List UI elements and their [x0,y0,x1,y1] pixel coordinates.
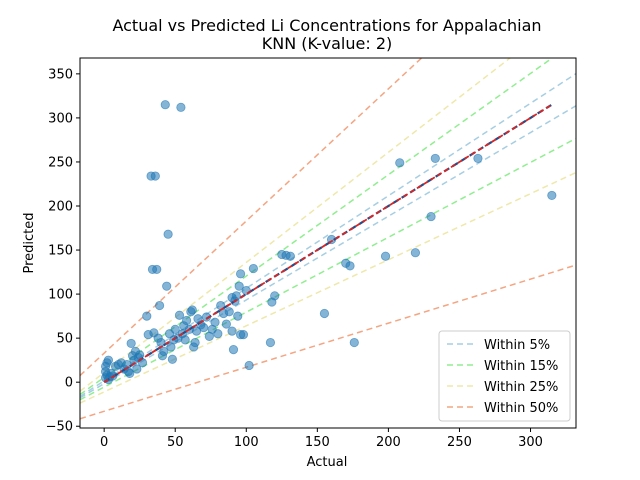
identity-line-blue [103,103,553,384]
data-point-72 [228,344,239,355]
data-point-85 [270,291,280,301]
data-point-42 [167,354,177,364]
x-tick-label: 100 [234,435,259,450]
band-lower-line-3 [80,264,576,420]
band-upper-line-0 [80,73,576,398]
data-point-92 [345,261,355,271]
data-point-88 [285,251,295,261]
band-upper-line-2 [80,58,512,392]
data-point-6 [103,355,114,365]
data-point-74 [231,291,241,301]
band-upper-line-1 [80,58,554,396]
data-point-89 [319,308,330,319]
chart-title-line-1: Actual vs Predicted Li Concentrations fo… [112,16,541,35]
x-axis-label: Actual [307,455,348,470]
data-point-93 [349,337,359,348]
plot-frame [79,57,577,429]
data-point-94 [380,251,391,261]
legend-label-2: Within 25% [484,380,558,395]
y-tick-label: 250 [48,155,73,170]
data-point-68 [221,319,231,329]
y-tick-label: 0 [65,376,73,391]
legend-box [438,330,571,422]
data-point-95 [395,158,405,168]
legend-label-3: Within 50% [484,401,558,416]
data-point-81 [244,360,254,371]
data-point-60 [199,322,209,333]
data-point-79 [238,330,249,340]
data-point-56 [190,337,200,348]
data-point-83 [265,337,276,348]
band-lower-line-2 [80,171,576,404]
data-point-17 [126,338,136,349]
legend-label-1: Within 15% [484,359,558,374]
data-point-99 [473,153,483,164]
x-tick-label: 200 [376,435,401,450]
data-point-96 [410,248,421,258]
data-points [100,100,557,385]
data-point-39 [163,229,173,239]
data-point-65 [213,329,223,339]
data-point-21 [132,364,142,374]
plot-area [80,58,576,420]
data-point-25 [142,311,152,321]
y-tick-label: −50 [46,420,73,435]
data-point-30 [150,171,160,181]
x-axis-ticks: 0 50 100 150 200 250 300 [100,428,543,450]
y-axis-ticks: −50 0 50 100 150 200 250 300 350 [46,67,80,435]
data-point-36 [159,346,169,356]
data-point-16 [125,368,135,378]
y-tick-label: 50 [56,332,73,347]
x-tick-label: 300 [518,435,543,450]
data-point-31 [152,264,162,275]
y-tick-label: 300 [48,111,73,126]
data-point-100 [547,190,557,201]
data-point-71 [227,326,237,336]
data-point-50 [180,335,190,345]
data-point-64 [210,317,220,327]
x-tick-label: 150 [305,435,330,450]
x-tick-label: 250 [447,435,472,450]
data-point-51 [181,315,192,326]
data-point-82 [248,263,258,274]
legend: Within 5% Within 15% Within 25% Within 50% [438,330,571,422]
legend-label-0: Within 5% [484,338,550,353]
identity-line [103,103,553,384]
data-point-33 [154,300,165,311]
band-upper-line-3 [80,58,423,377]
chart-title-line-2: KNN (K-value: 2) [262,34,393,53]
data-point-47 [176,102,186,112]
data-point-77 [235,269,246,279]
data-point-75 [233,311,243,321]
data-point-37 [160,100,170,110]
data-point-54 [187,305,197,315]
data-point-76 [234,281,244,291]
data-point-97 [426,211,436,222]
x-tick-label: 0 [100,435,108,450]
y-axis-label: Predicted [22,212,37,273]
x-tick-label: 50 [167,435,184,450]
y-tick-label: 350 [48,67,73,82]
data-point-98 [430,153,440,164]
data-point-44 [170,324,180,334]
data-point-46 [174,310,185,320]
y-tick-label: 100 [48,288,73,303]
data-point-69 [224,307,234,317]
y-tick-label: 150 [48,244,73,259]
y-tick-label: 200 [48,200,73,215]
data-point-38 [162,281,172,291]
